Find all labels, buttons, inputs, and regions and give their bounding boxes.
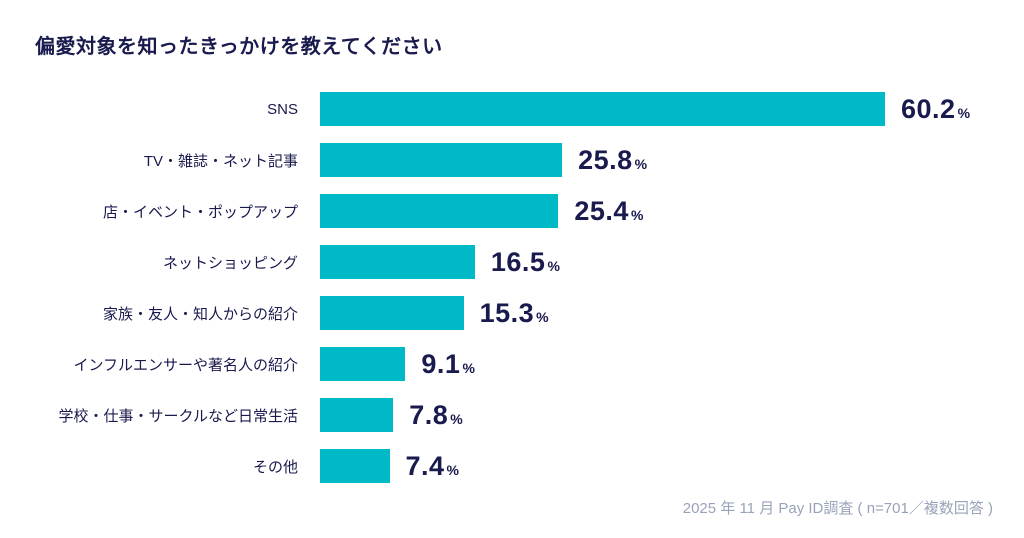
value-label: 9.1 %	[421, 349, 475, 380]
category-label: 店・イベント・ポップアップ	[102, 203, 298, 221]
category-label: 学校・仕事・サークルなど日常生活	[58, 407, 298, 425]
category-label: SNS	[267, 100, 298, 118]
percent-sign: %	[446, 461, 459, 478]
value-label: 16.5 %	[491, 247, 560, 278]
bar-row: その他 7.4 %	[0, 449, 1024, 483]
value-number: 7.8	[409, 399, 449, 430]
percent-sign: %	[450, 410, 463, 427]
percent-sign: %	[630, 206, 644, 223]
bar	[320, 245, 475, 279]
bar	[320, 449, 390, 483]
bar	[320, 347, 406, 381]
bar-row: ネットショッピング 16.5 %	[0, 245, 1024, 279]
value-number: 60.2	[901, 93, 956, 124]
bar	[320, 398, 394, 432]
category-label: インフルエンサーや著名人の紹介	[73, 356, 298, 374]
value-number: 9.1	[421, 348, 461, 379]
bar	[320, 194, 559, 228]
bar-rows: SNS 60.2 % TV・雑誌・ネット記事 25.8 % 店・イベント・ポップ…	[0, 92, 1024, 500]
value-number: 25.8	[578, 144, 633, 175]
bar	[320, 296, 464, 330]
value-label: 7.4 %	[406, 451, 460, 482]
chart-title: 偏愛対象を知ったきっかけを教えてください	[35, 36, 443, 58]
bar	[320, 92, 885, 126]
category-label: 家族・友人・知人からの紹介	[102, 305, 298, 323]
value-label: 25.4 %	[574, 196, 643, 227]
bar-row: 学校・仕事・サークルなど日常生活 7.8 %	[0, 398, 1024, 432]
category-label: その他	[252, 458, 298, 476]
percent-sign: %	[462, 359, 475, 376]
value-label: 25.8 %	[578, 145, 647, 176]
bar-row: インフルエンサーや著名人の紹介 9.1 %	[0, 347, 1024, 381]
percent-sign: %	[547, 257, 560, 274]
category-label: ネットショッピング	[162, 254, 298, 272]
bar-row: TV・雑誌・ネット記事 25.8 %	[0, 143, 1024, 177]
bar-row: 家族・友人・知人からの紹介 15.3 %	[0, 296, 1024, 330]
value-label: 15.3 %	[480, 298, 549, 329]
percent-sign: %	[634, 155, 648, 172]
percent-sign: %	[957, 104, 971, 121]
value-label: 7.8 %	[409, 400, 463, 431]
value-number: 7.4	[405, 450, 445, 481]
bar-row: SNS 60.2 %	[0, 92, 1024, 126]
value-label: 60.2 %	[901, 94, 970, 125]
bar	[320, 143, 563, 177]
source-note: 2025 年 11 月 Pay ID調査 ( n=701／複数回答 )	[682, 500, 993, 517]
bar-row: 店・イベント・ポップアップ 25.4 %	[0, 194, 1024, 228]
value-number: 15.3	[479, 297, 535, 328]
value-number: 25.4	[574, 195, 629, 226]
category-label: TV・雑誌・ネット記事	[143, 152, 298, 170]
value-number: 16.5	[490, 246, 546, 277]
percent-sign: %	[536, 308, 549, 325]
